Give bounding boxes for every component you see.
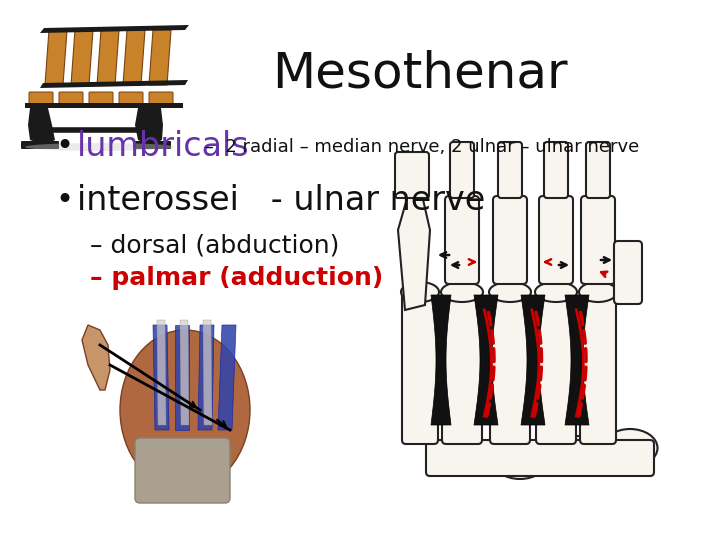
FancyBboxPatch shape xyxy=(426,440,654,476)
FancyBboxPatch shape xyxy=(450,142,474,198)
FancyBboxPatch shape xyxy=(493,196,527,284)
FancyBboxPatch shape xyxy=(580,291,616,444)
Ellipse shape xyxy=(25,143,175,151)
Polygon shape xyxy=(431,295,451,425)
Polygon shape xyxy=(135,108,163,145)
FancyBboxPatch shape xyxy=(21,141,59,149)
Ellipse shape xyxy=(441,282,483,302)
Polygon shape xyxy=(28,108,55,145)
FancyBboxPatch shape xyxy=(445,196,479,284)
FancyBboxPatch shape xyxy=(581,196,615,284)
Polygon shape xyxy=(157,320,166,425)
Polygon shape xyxy=(82,325,110,390)
FancyBboxPatch shape xyxy=(135,438,230,503)
Polygon shape xyxy=(521,295,545,425)
FancyBboxPatch shape xyxy=(544,142,568,198)
FancyBboxPatch shape xyxy=(490,291,530,444)
Polygon shape xyxy=(123,30,145,85)
Polygon shape xyxy=(203,320,212,425)
Text: lumbricals: lumbricals xyxy=(77,131,250,164)
Polygon shape xyxy=(180,320,189,425)
Polygon shape xyxy=(71,30,93,85)
Ellipse shape xyxy=(401,282,439,302)
Ellipse shape xyxy=(603,429,657,467)
Polygon shape xyxy=(398,195,430,310)
Polygon shape xyxy=(40,80,188,88)
Text: •: • xyxy=(55,186,73,214)
FancyBboxPatch shape xyxy=(29,92,53,106)
Text: interossei   - ulnar nerve: interossei - ulnar nerve xyxy=(77,184,485,217)
Text: – palmar (adduction): – palmar (adduction) xyxy=(90,266,383,290)
FancyBboxPatch shape xyxy=(149,92,173,106)
FancyBboxPatch shape xyxy=(614,241,642,304)
Polygon shape xyxy=(40,25,189,33)
Polygon shape xyxy=(97,30,119,85)
FancyBboxPatch shape xyxy=(395,152,429,198)
Polygon shape xyxy=(153,325,169,430)
FancyBboxPatch shape xyxy=(89,92,113,106)
Polygon shape xyxy=(474,295,498,425)
Polygon shape xyxy=(218,325,236,430)
Text: – dorsal (abduction): – dorsal (abduction) xyxy=(90,233,339,257)
Polygon shape xyxy=(45,30,67,85)
Ellipse shape xyxy=(535,282,577,302)
Ellipse shape xyxy=(120,330,250,490)
Polygon shape xyxy=(565,295,589,425)
Polygon shape xyxy=(149,30,171,85)
FancyBboxPatch shape xyxy=(25,103,183,108)
FancyBboxPatch shape xyxy=(133,141,171,149)
Ellipse shape xyxy=(433,436,487,474)
FancyBboxPatch shape xyxy=(586,142,610,198)
Ellipse shape xyxy=(492,441,547,479)
FancyBboxPatch shape xyxy=(442,291,482,444)
FancyBboxPatch shape xyxy=(498,142,522,198)
Text: •: • xyxy=(55,132,73,161)
Ellipse shape xyxy=(579,282,617,302)
Text: –  2 radial – median nerve, 2 ulnar – ulnar nerve: – 2 radial – median nerve, 2 ulnar – uln… xyxy=(199,138,639,156)
FancyBboxPatch shape xyxy=(59,92,83,106)
Polygon shape xyxy=(175,325,189,430)
FancyBboxPatch shape xyxy=(539,196,573,284)
Text: Mesothenar: Mesothenar xyxy=(272,50,568,98)
Ellipse shape xyxy=(489,282,531,302)
FancyBboxPatch shape xyxy=(536,291,576,444)
FancyBboxPatch shape xyxy=(119,92,143,106)
FancyBboxPatch shape xyxy=(402,291,438,444)
Polygon shape xyxy=(198,325,214,430)
Ellipse shape xyxy=(552,436,608,474)
